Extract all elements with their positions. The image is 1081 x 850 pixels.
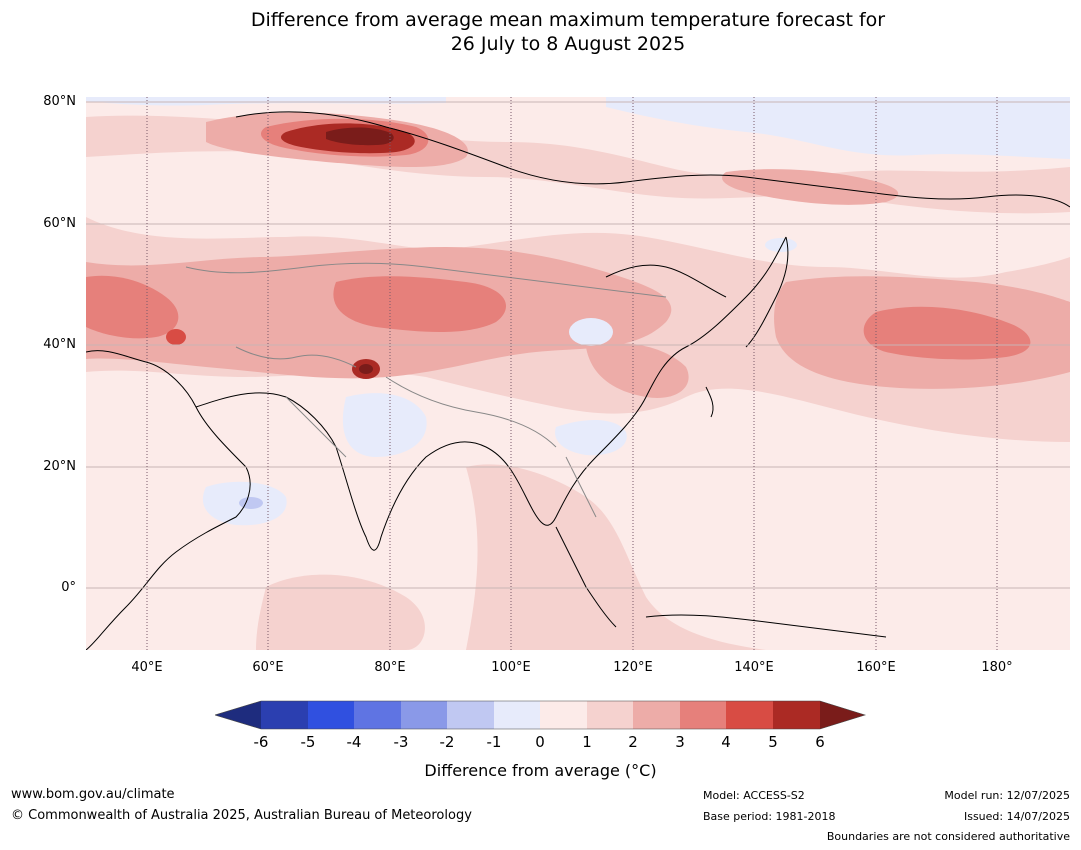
anomaly-cool-okhotsk (765, 238, 797, 252)
colorbar-cell-above-max (820, 701, 865, 729)
lon-label-40e: 40°E (131, 660, 163, 675)
lat-label-20n: 20°N (43, 459, 76, 474)
anomaly-3-4-mongolia (333, 276, 506, 332)
anomaly-1-2-indian-ocean (256, 574, 425, 650)
lat-label-80n: 80°N (43, 94, 76, 109)
footer-issued: Issued: 14/07/2025 (963, 810, 1070, 823)
footer-model-run: Model run: 12/07/2025 (944, 789, 1070, 802)
footer-website[interactable]: www.bom.gov.au/climate (11, 787, 175, 802)
colorbar-cell-5 (447, 701, 494, 729)
lon-label-80e: 80°E (374, 660, 406, 675)
colorbar-cell-2 (308, 701, 354, 729)
colorbar-cell-4 (401, 701, 447, 729)
anomaly-4-5-caucasus (166, 329, 186, 345)
lon-label-60e: 60°E (252, 660, 284, 675)
anomaly-6-plus-karakoram-core (359, 364, 373, 374)
colorbar-cell-below-min (215, 701, 261, 729)
colorbar-tick-m3: -3 (393, 733, 409, 751)
colorbar-tick-4: 4 (721, 733, 731, 751)
colorbar-label: Difference from average (°C) (424, 761, 657, 780)
lon-label-160e: 160°E (856, 660, 896, 675)
colorbar-cell-3 (354, 701, 401, 729)
lat-label-0: 0° (61, 580, 76, 595)
anomaly-cool-arabian-core (239, 497, 263, 509)
footer-model: Model: ACCESS-S2 (703, 789, 805, 802)
colorbar-cell-12 (773, 701, 820, 729)
colorbar-cell-1 (261, 701, 308, 729)
anomaly-cool-tibet-east (569, 318, 613, 346)
colorbar-tick-5: 5 (768, 733, 778, 751)
longitude-lines (146, 97, 998, 650)
anomaly-2-3-siberia (722, 169, 899, 205)
colorbar-tick-0: 0 (535, 733, 545, 751)
colorbar-tick-m5: -5 (300, 733, 316, 751)
anomaly-3-4-caspian (86, 275, 179, 339)
country-borders (185, 262, 667, 518)
colorbar-tick-1: 1 (582, 733, 592, 751)
anomaly-6-plus-arctic-core (326, 127, 394, 146)
lon-label-180: 180° (981, 660, 1013, 675)
map-title: Difference from average mean maximum tem… (0, 8, 1081, 56)
colorbar-tick-m4: -4 (346, 733, 362, 751)
footer-copyright: © Commonwealth of Australia 2025, Austra… (11, 808, 472, 823)
colorbar-tick-m6: -6 (253, 733, 269, 751)
colorbar-cell-10 (680, 701, 726, 729)
colorbar-tick-m1: -1 (486, 733, 502, 751)
colorbar-cell-11 (726, 701, 773, 729)
colorbar-cell-6 (494, 701, 540, 729)
lon-label-100e: 100°E (491, 660, 531, 675)
footer-base-period: Base period: 1981-2018 (703, 810, 836, 823)
anomaly-cool-south-china (555, 420, 627, 456)
coastlines (86, 111, 1070, 650)
graticule (86, 97, 1070, 650)
footer-disclaimer: Boundaries are not considered authoritat… (826, 830, 1070, 843)
colorbar-tick-m2: -2 (439, 733, 455, 751)
colorbar-outline (215, 700, 867, 730)
lon-label-120e: 120°E (613, 660, 653, 675)
colorbar-tick-6: 6 (815, 733, 825, 751)
lon-label-140e: 140°E (734, 660, 774, 675)
anomaly-2-3-korea (586, 343, 689, 398)
lat-label-60n: 60°N (43, 216, 76, 231)
colorbar (215, 700, 867, 730)
colorbar-tick-2: 2 (628, 733, 638, 751)
anomaly-arctic-cool (606, 97, 1070, 159)
colorbar-cell-8 (587, 701, 633, 729)
colorbar-cell-9 (633, 701, 680, 729)
map-svg (86, 97, 1070, 650)
forecast-map (86, 97, 1070, 650)
title-line-1: Difference from average mean maximum tem… (250, 9, 886, 31)
anomaly-3-4-pacific (863, 306, 1031, 360)
colorbar-tick-3: 3 (675, 733, 685, 751)
anomaly-cool-india-north (342, 393, 427, 457)
latitude-lines (86, 101, 1070, 589)
colorbar-cell-7 (540, 701, 587, 729)
anomaly-1-2-south (466, 464, 766, 650)
anomaly-arctic-cool-west (86, 97, 446, 106)
lat-label-40n: 40°N (43, 337, 76, 352)
title-line-2: 26 July to 8 August 2025 (450, 33, 686, 55)
